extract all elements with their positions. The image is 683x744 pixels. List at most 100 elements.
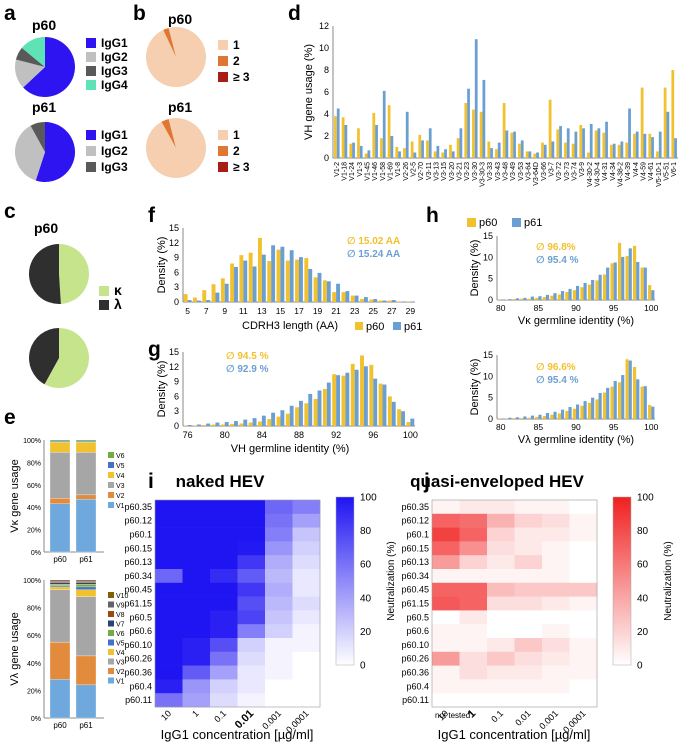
j-cell-8-5 [569,610,598,625]
h_vl-bar-p60-19 [640,386,644,419]
f-legend-swatch-p61 [393,322,401,330]
j-cell-6-4 [542,582,570,597]
f-bar-p60-13 [304,258,309,302]
h_vl-bar-p60-2 [512,418,516,419]
f-xtick-1: 7 [204,306,209,316]
i-cell-3-4 [265,541,293,556]
i-cell-9-1 [182,624,211,639]
h_vl-bar-p60-8 [557,413,561,419]
g-bar-p60-18 [350,363,355,426]
i-cell-0-3 [237,500,266,515]
j-row-label-0: p60.35 [401,502,429,512]
i-cell-4-1 [182,555,211,570]
h_vk-bar-p61-8 [560,291,565,300]
g-bar-p60-15 [322,389,327,426]
g-bar-p61-2 [206,423,211,426]
legend-a-p61-label-1: IgG2 [101,144,128,158]
i-colorbar [335,496,355,666]
i-cell-9-3 [237,624,266,639]
d-bar-p60-29 [556,129,560,158]
j-cell-5-0 [432,569,460,584]
e_vk-seg-p61-V5 [75,440,97,443]
h_vk-bar-p60-4 [527,298,531,300]
panel-letter-e: e [4,406,16,429]
i-cell-1-2 [210,513,238,528]
i-cell-2-5 [292,527,321,542]
e_vk-seg-p61-V1 [75,499,97,553]
h_vl-bar-p60-18 [633,366,637,419]
h_vk-bar-p60-3 [520,298,524,300]
d-bar-p60-24 [518,143,521,158]
d-xtick-36: V4-34 [610,162,617,181]
f-bar-p61-8 [261,254,266,302]
g-bar-p61-19 [363,366,368,426]
d-bar-p61-35 [605,121,608,158]
f-bar-p61-5 [234,266,238,302]
i-cell-13-5 [292,679,321,694]
h_vl-xtick-2: 90 [571,422,581,432]
e_vl-seg-p61-V8 [75,581,97,583]
d-bar-p61-44 [674,138,677,158]
j-cell-11-4 [542,651,570,666]
chart-e-stacked: 0% 20% 40% 60% 80% 100% p60 p61 V6 V5 V4 V3 V2 V1 Vκ g… [9,438,129,730]
g-ytick-5: 15 [169,347,179,357]
i-row-label-7: p61.15 [124,599,152,609]
j-cell-9-2 [487,624,515,639]
g-ytick-0: 0 [174,421,179,431]
h_vl-ytick-2: 10 [483,371,493,381]
e_vl-legend-7: V3 [116,660,125,667]
i-cbar-tick-3: 60 [360,560,372,571]
pie-b-p60-slice-0 [146,26,207,87]
j-cell-7-3 [514,596,543,611]
d-bar-p60-5 [372,112,376,158]
d-bar-p60-30 [564,142,567,158]
j-cell-13-3 [514,679,543,694]
d-bar-p61-34 [597,128,601,158]
e_vl-legend-0: V10 [116,593,129,600]
d-ylabel: VH gene usage (%) [303,44,315,140]
j-cell-2-5 [569,527,598,542]
d-bar-p61-31 [574,131,578,158]
f-bar-p60-16 [332,292,337,302]
h_vl-bar-p60-15 [610,386,614,419]
g-bar-p61-7 [252,418,257,426]
j-cell-12-3 [514,665,543,680]
e_vl-ylabel: Vλ gene usage [9,612,21,685]
f-bar-p61-16 [336,283,341,302]
d-bar-p60-6 [380,138,383,158]
j-row-label-14: p60.11 [402,695,429,705]
legend-c-label-1: λ [114,296,122,312]
e_vl-ytick-4: 80% [27,606,41,613]
h_vk-bar-p60-5 [535,297,539,300]
i-cell-12-2 [210,665,238,680]
j-cell-10-5 [569,638,598,653]
legend-b-p61-label-2: ≥ 3 [233,160,250,174]
i-cell-13-3 [237,679,266,694]
j-cell-13-4 [542,679,570,694]
d-xtick-18: V3-30 [472,162,479,181]
i-cell-12-1 [182,665,211,680]
d-bar-p61-4 [367,150,371,158]
j-cell-2-0 [432,527,460,542]
f-bar-p60-22 [387,300,392,302]
h_vl-bar-p60-20 [648,404,652,419]
j-cell-0-4 [542,500,570,515]
e_vk-seg-p60-V6 [49,439,71,442]
f-bar-p60-9 [267,261,272,302]
d-bar-p61-23 [513,131,516,158]
e_vk-ytick-5: 100% [23,438,41,445]
i-cell-14-4 [265,693,293,708]
pie-c-p61-slice-0 [44,328,90,388]
d-bar-p60-37 [617,144,621,158]
d-bar-p60-14 [441,152,445,158]
h_vl-bar-p60-14 [602,392,607,419]
h_vl-bar-p61-17 [628,360,632,419]
e_vk-seg-p60-V2 [49,498,71,504]
pie-a-p60-slice-0 [23,37,75,97]
d-xtick-17: V3-23 [464,162,471,181]
j-cell-7-1 [459,596,488,611]
i-cbar-tick-1: 20 [360,627,372,638]
d-bar-p60-34 [594,130,598,158]
h_vl-bar-p61-18 [636,379,640,419]
d-xtick-20: V3-33 [487,162,494,181]
